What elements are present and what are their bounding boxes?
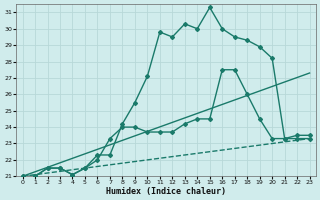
- X-axis label: Humidex (Indice chaleur): Humidex (Indice chaleur): [106, 187, 226, 196]
